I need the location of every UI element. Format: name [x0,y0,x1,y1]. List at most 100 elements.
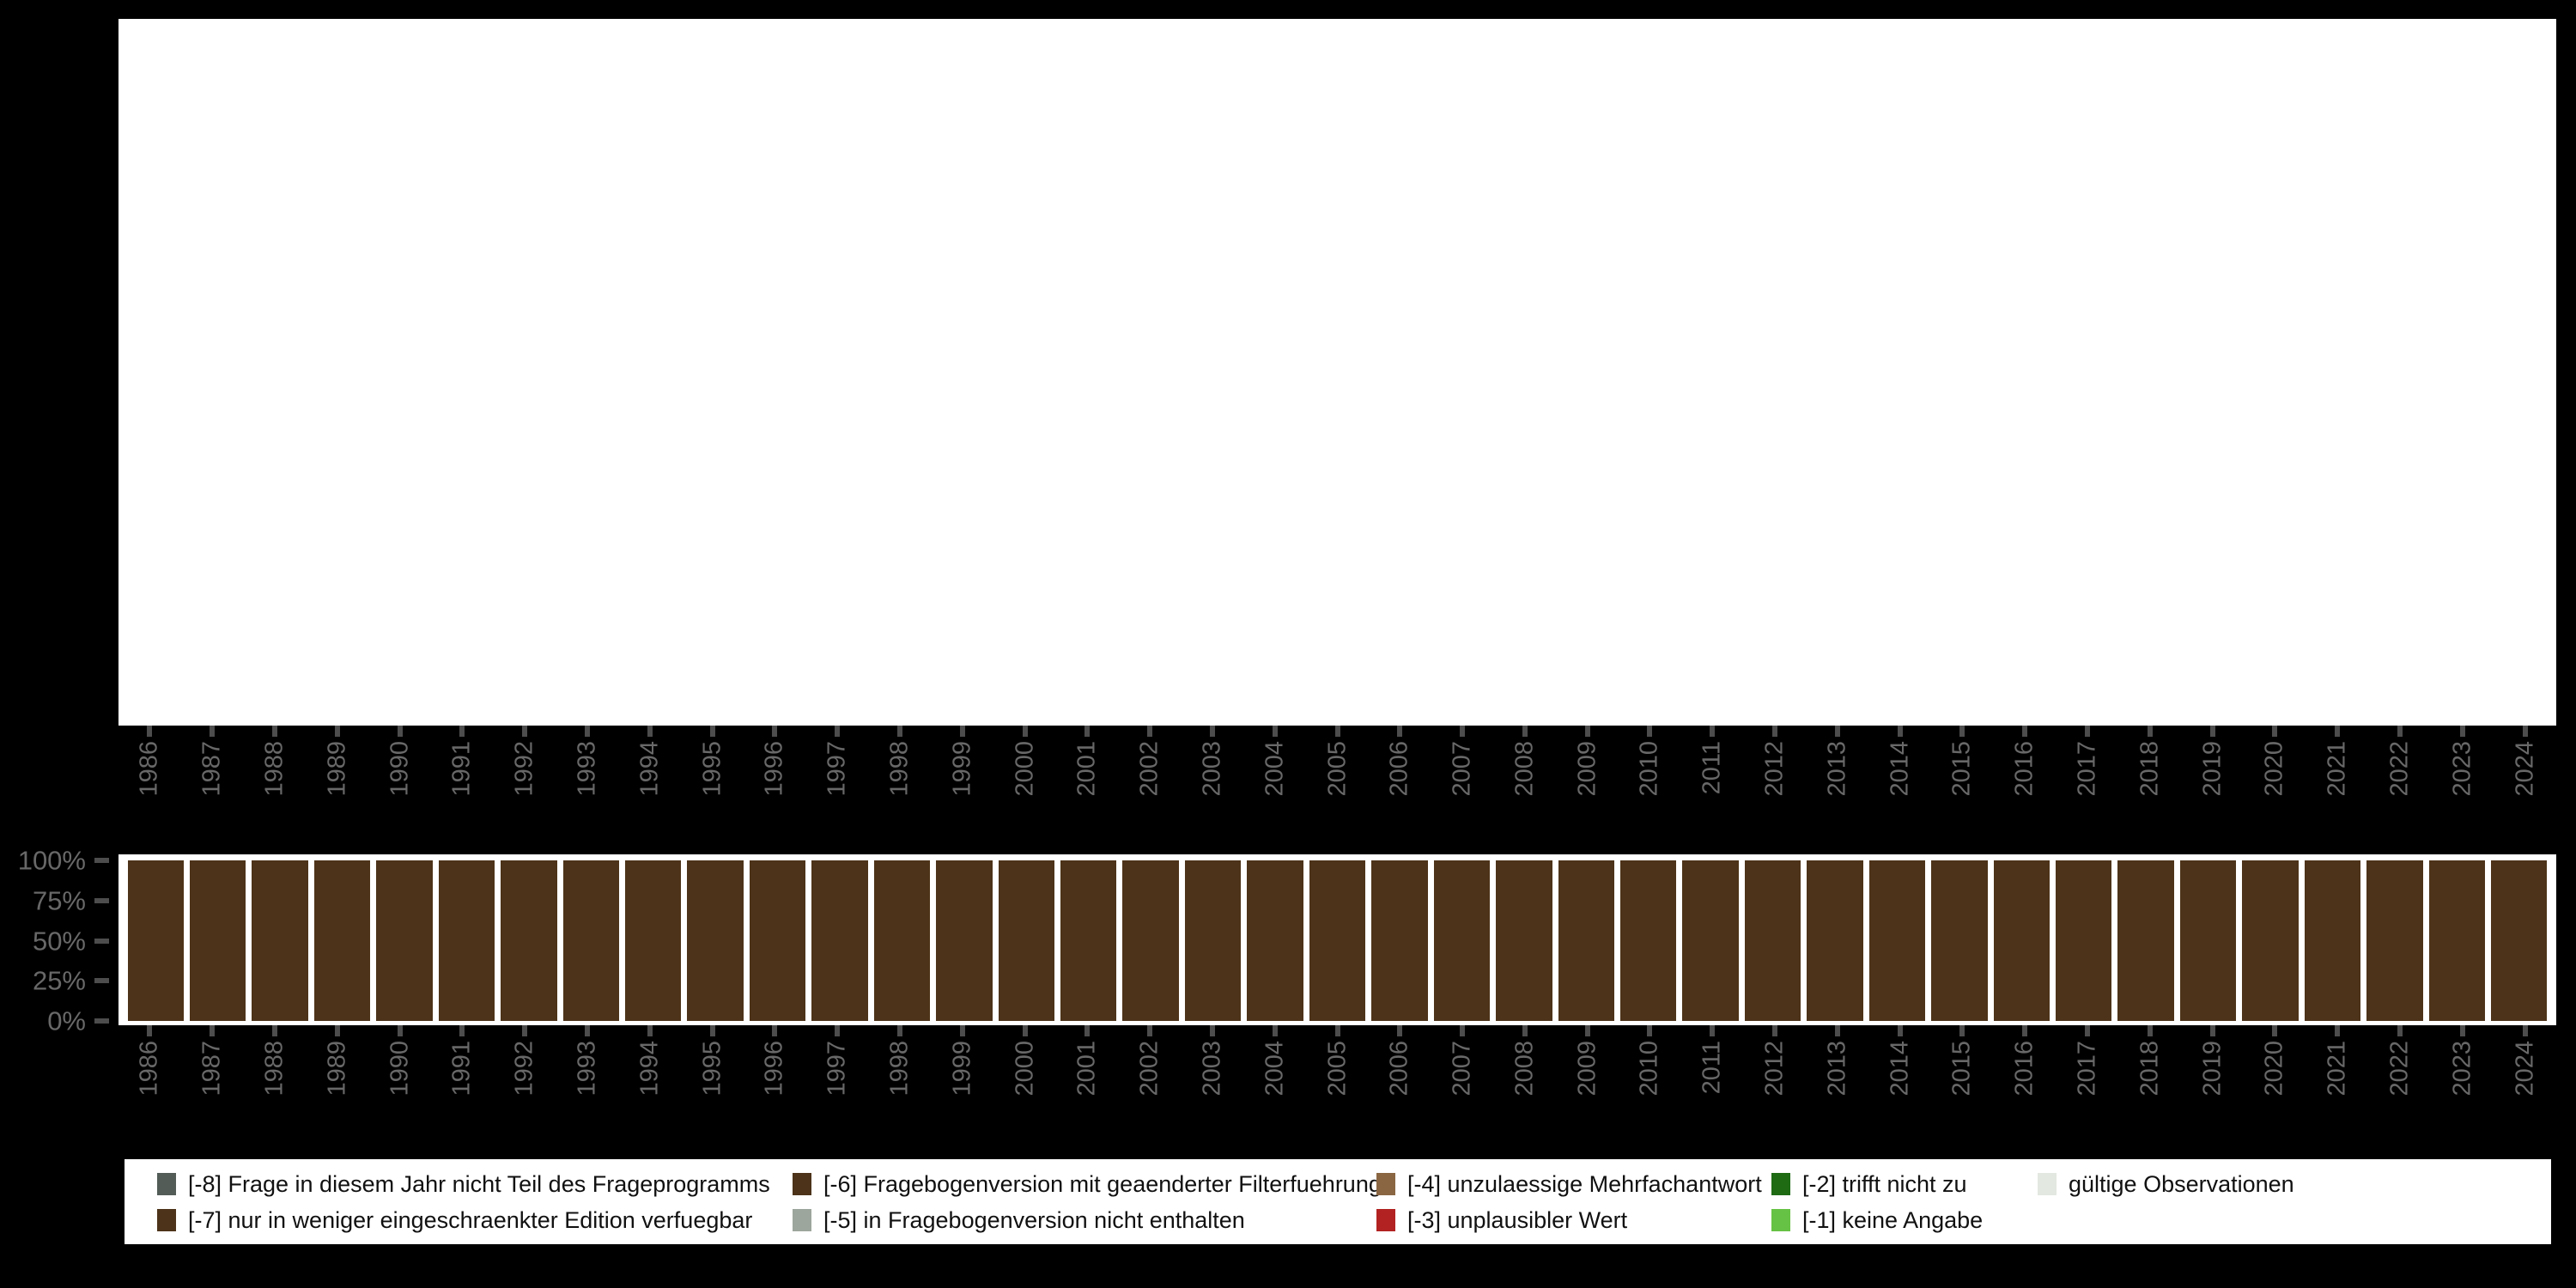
x-tick-label: 2022 [2385,741,2414,797]
tick-mark-icon [1084,1025,1091,1036]
tick-mark-icon [2522,1025,2528,1036]
x-tick-label: 2023 [2448,741,2476,797]
legend-swatch-icon [793,1209,811,1231]
tick-mark-icon [1397,726,1403,737]
x-tick-label: 1995 [698,1041,726,1097]
tick-mark-icon [397,1025,403,1036]
legend-item[interactable]: [-2] trifft nicht zu [1771,1166,2038,1202]
x-tick-label: 1990 [386,741,414,797]
x-tick-label: 1989 [323,1041,351,1097]
bar-chart-x-axis: 1986 1987 1988 1989 1990 1991 1992 1993 1994 1995… [118,1025,2556,1150]
tick-mark-icon [1710,726,1716,737]
legend-item[interactable]: gültige Observationen [2038,1166,2381,1202]
x-tick-label: 1988 [260,741,289,797]
tick-mark-icon [1334,726,1340,737]
x-tick-label: 2012 [1760,1041,1789,1097]
tick-mark-icon [2022,1025,2028,1036]
legend-item[interactable]: [-6] Fragebogenversion mit geaenderter F… [793,1166,1382,1202]
x-tick-label: 2009 [1573,741,1601,797]
x-tick-label: 2002 [1135,741,1163,797]
bar-2021 [2304,860,2361,1021]
bar-2004 [1247,860,1303,1021]
legend-item[interactable]: [-4] unzulaessige Mehrfachantwort [1376,1166,1771,1202]
bar-2016 [1993,860,2050,1021]
tick-mark-icon [959,1025,965,1036]
legend-item[interactable]: [-5] in Fragebogenversion nicht enthalte… [793,1202,1376,1238]
bar-2020 [2242,860,2299,1021]
bar-2022 [2366,860,2423,1021]
tick-mark-icon [1397,1025,1403,1036]
x-tick-label: 2006 [1385,741,1413,797]
tick-mark-icon [1584,726,1590,737]
bar-1991 [438,860,495,1021]
legend-swatch-icon [1771,1173,1790,1195]
tick-mark-icon [1147,1025,1153,1036]
bar-2024 [2491,860,2548,1021]
bar-2009 [1558,860,1614,1021]
legend-item[interactable]: [-8] Frage in diesem Jahr nicht Teil des… [157,1166,793,1202]
x-tick-label: 1998 [885,741,914,797]
tick-mark-icon [459,1025,465,1036]
x-tick-label: 1991 [447,1041,476,1097]
tick-mark-icon [2272,726,2278,737]
tick-mark-icon [896,1025,902,1036]
tick-mark-icon [647,1025,653,1036]
legend-label: [-6] Fragebogenversion mit geaenderter F… [823,1170,1382,1197]
legend-swatch-icon [1376,1209,1395,1231]
bar-1989 [313,860,371,1021]
tick-mark-icon [1834,726,1840,737]
y-tick-label: 100% [17,845,86,876]
x-tick-label: 2018 [2136,741,2164,797]
bar-2008 [1496,860,1552,1021]
x-tick-label: 1986 [135,741,163,797]
tick-mark-icon [2459,1025,2465,1036]
legend-item[interactable]: [-1] keine Angabe [1771,1202,2038,1238]
bar-2015 [1931,860,1988,1021]
y-tick-mark-icon [94,978,109,984]
x-tick-label: 2016 [2010,741,2038,797]
legend-row: [-8] Frage in diesem Jahr nicht Teil des… [125,1166,2551,1202]
x-tick-label: 1986 [135,1041,163,1097]
tick-mark-icon [397,726,403,737]
tick-mark-icon [271,1025,277,1036]
legend-item[interactable]: [-7] nur in weniger eingeschraenkter Edi… [157,1202,793,1238]
tick-mark-icon [772,1025,778,1036]
tick-mark-icon [2335,1025,2341,1036]
bar-2023 [2428,860,2486,1021]
x-tick-label: 2010 [1635,741,1663,797]
tick-mark-icon [1772,1025,1778,1036]
legend-label: [-5] in Fragebogenversion nicht enthalte… [823,1206,1245,1233]
x-tick-label: 1987 [197,741,226,797]
y-tick-label: 0% [47,1005,86,1036]
x-tick-label: 2008 [1510,1041,1539,1097]
x-tick-label: 1996 [760,1041,788,1097]
tick-mark-icon [1272,1025,1278,1036]
x-tick-label: 1999 [948,741,976,797]
x-tick-label: 2005 [1323,741,1351,797]
legend-item[interactable]: [-3] unplausibler Wert [1376,1202,1771,1238]
tick-mark-icon [334,1025,340,1036]
bar-1995 [687,860,744,1021]
x-tick-label: 2020 [2260,1041,2288,1097]
x-tick-label: 2019 [2198,1041,2227,1097]
x-tick-label: 2004 [1261,741,1289,797]
x-tick-label: 2005 [1323,1041,1351,1097]
tick-mark-icon [1647,726,1653,737]
y-tick-label: 25% [32,965,86,996]
x-tick-label: 1993 [573,741,601,797]
x-tick-label: 2015 [1947,741,1976,797]
tick-mark-icon [522,1025,528,1036]
tick-mark-icon [2085,726,2091,737]
tick-mark-icon [2522,726,2528,737]
bar-chart-y-axis: 100% 75% 50% 25% 0% [0,848,118,1035]
tick-mark-icon [1209,1025,1215,1036]
legend-swatch-icon [2038,1173,2057,1195]
x-tick-label: 2019 [2198,741,2227,797]
x-tick-label: 2000 [1011,741,1039,797]
tick-mark-icon [772,726,778,737]
bar-1997 [811,860,868,1021]
tick-mark-icon [1584,1025,1590,1036]
tick-mark-icon [2397,1025,2403,1036]
tick-mark-icon [2335,726,2341,737]
tick-mark-icon [1022,1025,1028,1036]
